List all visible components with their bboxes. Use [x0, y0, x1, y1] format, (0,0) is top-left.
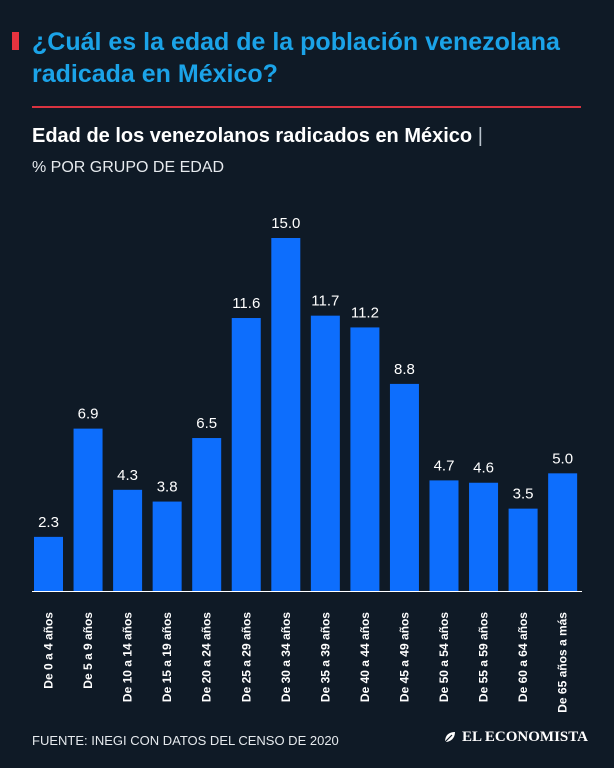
- category-label-5: De 25 a 29 años: [239, 612, 253, 702]
- bar-9: [389, 383, 419, 591]
- age-bar-chart: 2.3 De 0 a 4 años 6.9 De 5 a 9 años 4.3 De 10…: [32, 215, 582, 713]
- category-label-7: De 35 a 39 años: [318, 612, 332, 702]
- category-label-2: De 10 a 14 años: [121, 612, 135, 702]
- bar-12: [508, 508, 538, 591]
- bar-value-label-7: 11.7: [311, 293, 339, 310]
- bar-value-label-6: 15.0: [271, 215, 300, 232]
- brand-logo: EL ECONOMISTA: [443, 728, 588, 746]
- bar-6: [271, 238, 301, 591]
- bar-0: [34, 536, 63, 591]
- bar-value-label-2: 4.3: [117, 467, 138, 484]
- category-label-11: De 55 a 59 años: [477, 612, 491, 702]
- bar-1: [73, 428, 103, 591]
- bar-4: [192, 438, 222, 591]
- title-divider: [32, 106, 581, 108]
- bar-value-label-4: 6.5: [196, 415, 217, 432]
- bar-11: [469, 482, 499, 591]
- bar-2: [113, 489, 143, 591]
- category-label-0: De 0 a 4 años: [42, 612, 56, 689]
- bar-8: [350, 327, 380, 591]
- category-label-3: De 15 a 19 años: [160, 612, 174, 702]
- bar-value-label-3: 3.8: [157, 479, 178, 496]
- category-label-12: De 60 a 64 años: [516, 612, 530, 702]
- bar-value-label-0: 2.3: [38, 514, 59, 531]
- unit-label: % POR GRUPO DE EDAD: [32, 159, 225, 176]
- chart-subtitle-text: Edad de los venezolanos radicados en Méx…: [32, 125, 473, 147]
- bar-value-label-12: 3.5: [513, 486, 534, 503]
- title-accent-mark: [12, 32, 19, 50]
- bar-10: [429, 480, 459, 591]
- bar-value-label-9: 8.8: [394, 361, 415, 378]
- category-label-6: De 30 a 34 años: [279, 612, 293, 702]
- chart-subtitle: Edad de los venezolanos radicados en Méx…: [32, 124, 483, 148]
- category-label-9: De 45 a 49 años: [397, 612, 411, 702]
- subtitle-separator: |: [477, 125, 483, 147]
- brand-leaf-icon: [444, 732, 455, 743]
- category-label-4: De 20 a 24 años: [200, 612, 214, 702]
- bar-3: [152, 501, 182, 591]
- bar-13: [548, 473, 578, 591]
- bar-value-label-10: 4.7: [434, 457, 455, 474]
- bar-value-label-5: 11.6: [232, 295, 260, 312]
- category-label-10: De 50 a 54 años: [437, 612, 451, 702]
- bar-5: [231, 318, 261, 591]
- bar-value-label-8: 11.2: [351, 304, 379, 321]
- bar-value-label-13: 5.0: [552, 450, 573, 467]
- category-label-13: De 65 años a más: [556, 612, 570, 713]
- bar-value-label-11: 4.6: [473, 460, 494, 477]
- bar-7: [310, 315, 340, 591]
- category-label-8: De 40 a 44 años: [358, 612, 372, 702]
- source-note: FUENTE: INEGI CON DATOS DEL CENSO DE 202…: [32, 733, 339, 748]
- page-title: ¿Cuál es la edad de la población venezol…: [32, 28, 560, 88]
- brand-name: EL ECONOMISTA: [462, 729, 588, 745]
- category-label-1: De 5 a 9 años: [81, 612, 95, 689]
- bar-value-label-1: 6.9: [78, 406, 99, 423]
